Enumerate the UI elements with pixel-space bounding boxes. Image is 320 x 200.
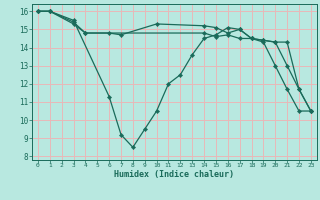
X-axis label: Humidex (Indice chaleur): Humidex (Indice chaleur) (115, 170, 234, 179)
